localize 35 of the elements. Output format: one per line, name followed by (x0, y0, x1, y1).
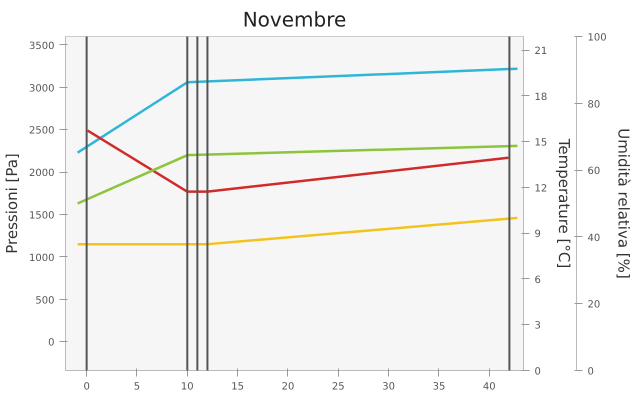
y2-tick-label: 18 (534, 92, 548, 103)
chart-title: Novembre (242, 8, 346, 32)
y3-tick-label: 100 (588, 32, 607, 44)
y2-tick-label: 6 (534, 274, 541, 286)
y-tick-label: 500 (35, 295, 55, 306)
x-tick-label: 25 (332, 382, 345, 392)
y2-tick-label: 12 (534, 183, 548, 194)
y3-tick-label: 80 (588, 99, 600, 110)
y2-tick-label: 9 (534, 229, 541, 240)
x-tick-label: 15 (231, 382, 244, 392)
y-tick-label: 1000 (29, 252, 55, 264)
y3-tick-label: 40 (588, 232, 600, 244)
y2-tick-label: 15 (534, 138, 548, 149)
x-tick-label: 40 (482, 382, 496, 392)
x-tick-label: 35 (432, 382, 446, 392)
y3-tick-label: 20 (588, 300, 600, 311)
x-tick-label: 5 (134, 382, 140, 392)
y3-tick-label: 0 (588, 366, 594, 378)
y-tick-label: 3000 (29, 83, 55, 94)
y2-tick-label: 21 (534, 46, 548, 58)
y2-tick-label: 0 (534, 366, 541, 378)
x-tick-label: 30 (382, 382, 395, 392)
y2-tick-label: 3 (534, 320, 541, 332)
y-tick-label: 3500 (29, 40, 55, 52)
x-tick-label: 10 (180, 382, 194, 392)
y2-axis-title: Temperature [°C] (555, 138, 574, 268)
y-axis-title: Pressioni [Pa] (3, 153, 22, 254)
y-tick-label: 0 (48, 338, 55, 349)
y-tick-label: 1500 (29, 210, 55, 222)
y3-axis-title: Umidità relativa [%] (614, 128, 633, 279)
y-tick-label: 2500 (29, 126, 55, 137)
y-tick-label: 2000 (29, 168, 55, 180)
y3-tick-label: 60 (588, 166, 600, 178)
x-tick-label: 20 (282, 382, 294, 392)
x-tick-label: 0 (83, 382, 90, 392)
